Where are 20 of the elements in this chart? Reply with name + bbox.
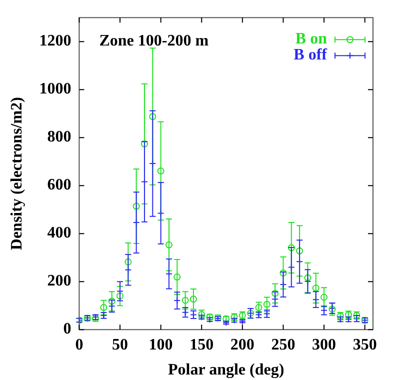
x-tick-label: 350 [352, 336, 377, 354]
legend-label: B on [295, 30, 328, 48]
y-tick-label: 800 [47, 128, 72, 146]
y-axis-title: Density (electrons/m2) [8, 97, 26, 250]
x-axis-title: Polar angle (deg) [168, 362, 284, 379]
y-tick-label: 1200 [39, 32, 72, 50]
x-tick-label: 200 [230, 336, 254, 354]
legend-label: B off [294, 46, 328, 64]
x-tick-label: 50 [112, 336, 128, 354]
x-tick-label: 0 [75, 336, 84, 354]
y-tick-label: 200 [47, 272, 72, 290]
y-tick-label: 600 [47, 176, 72, 194]
x-tick-label: 250 [271, 336, 296, 354]
y-tick-label: 400 [47, 224, 72, 242]
x-tick-label: 300 [312, 336, 336, 354]
x-tick-label: 100 [148, 336, 173, 354]
x-tick-label: 150 [190, 336, 214, 354]
annotation: Zone 100-200 m [99, 32, 210, 50]
y-tick-label: 1000 [39, 80, 72, 98]
y-tick-label: 0 [63, 320, 72, 338]
